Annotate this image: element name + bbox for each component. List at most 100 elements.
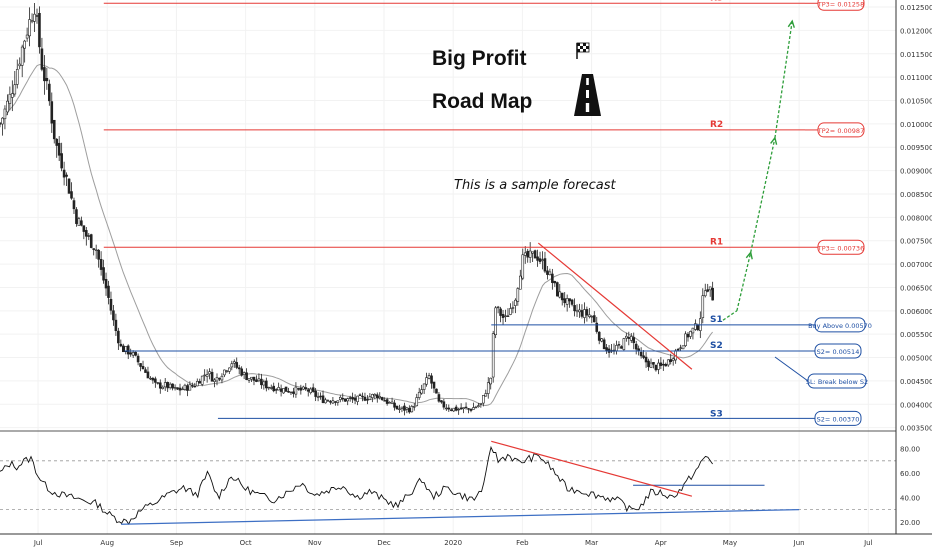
candle-body [496, 306, 500, 309]
candle-body [215, 377, 219, 382]
candle-body [193, 385, 197, 388]
candle-body [417, 391, 421, 398]
y-tick-label: 0.011500 [900, 51, 932, 59]
candle-body [67, 178, 71, 194]
candle-body [585, 309, 589, 316]
candle-body [358, 394, 362, 396]
candle-body [642, 355, 645, 358]
candle-body [235, 362, 239, 368]
candle-body [639, 351, 643, 357]
candle-body [260, 378, 263, 386]
candle-body [156, 382, 160, 384]
sample-forecast-label: This is a sample forecast [454, 178, 616, 193]
candle-body [6, 100, 9, 113]
candle-body [331, 400, 335, 404]
candle-body [304, 387, 308, 390]
x-tick-label: Jul [33, 539, 43, 547]
candle-body [464, 406, 468, 409]
candle-body [272, 385, 276, 392]
candle-body [309, 388, 313, 393]
candle-body [509, 308, 512, 315]
y-tick-label: 0.010000 [900, 121, 932, 129]
candle-body [173, 387, 177, 389]
candle-body [523, 252, 527, 256]
candle-body [114, 319, 118, 331]
candle-body [302, 386, 305, 390]
candle-body [154, 378, 157, 383]
candle-body [578, 309, 581, 313]
candle-body [338, 397, 342, 400]
forecast-arrow [774, 19, 795, 138]
candle-body [368, 396, 372, 400]
candle-body [375, 394, 379, 398]
tag-s2: S2= 0.00514 [814, 343, 862, 359]
candle-body [230, 363, 234, 368]
candle-body [13, 84, 17, 95]
candle-body [504, 315, 507, 317]
candle-body [60, 153, 63, 169]
candle-body [341, 397, 345, 400]
candle-body [383, 400, 386, 402]
candle-body [62, 169, 66, 178]
candle-body [457, 408, 460, 411]
candle-body [336, 400, 340, 403]
candle-body [274, 389, 278, 391]
y-tick-label: 0.004500 [900, 378, 932, 386]
candle-body [425, 377, 428, 385]
candle-body [684, 333, 687, 346]
candle-body [191, 385, 194, 387]
candle-body [449, 409, 453, 411]
candle-body [519, 275, 522, 290]
candle-body [484, 393, 488, 397]
candle-body [393, 402, 396, 408]
candle-body [474, 406, 478, 409]
sl-connector [774, 356, 809, 382]
candle-body [319, 395, 322, 398]
candle-body [467, 408, 470, 410]
tag-s3-text: S2= 0.00370 [817, 415, 860, 423]
candle-body [432, 381, 436, 389]
candle-body [447, 407, 451, 410]
candle-body [445, 407, 448, 410]
candle-body [102, 267, 105, 281]
candle-body [176, 387, 179, 390]
candle-body [356, 395, 359, 402]
candle-body [18, 63, 22, 67]
candle-body [573, 305, 576, 312]
candle-body [210, 371, 214, 382]
candle-body [242, 372, 246, 375]
x-tick-label: Oct [240, 539, 252, 547]
candle-body [558, 291, 562, 298]
y-tick-label: 0.012000 [900, 27, 932, 35]
y-tick-label: 0.006000 [900, 308, 932, 316]
candle-body [38, 12, 41, 48]
candle-body [306, 389, 310, 392]
candle-body [245, 372, 248, 380]
candle-body [144, 369, 147, 373]
x-tick-label: Dec [377, 539, 391, 547]
candle-body [514, 299, 517, 306]
candle-body [269, 387, 273, 389]
candle-body [220, 375, 224, 381]
candle-body [129, 352, 132, 355]
candle-body [649, 362, 653, 368]
tag-r3-box [817, 0, 865, 11]
candle-body [541, 259, 544, 261]
resistance-label-r2: R2 [710, 120, 723, 130]
candle-body [188, 384, 192, 391]
candle-body [543, 258, 547, 272]
candle-body [292, 391, 295, 394]
candle-body [420, 389, 423, 394]
candle-body [708, 286, 712, 291]
candle-body [570, 299, 574, 305]
tag-r3-text: TP3= 0.01258 [817, 0, 864, 8]
candle-body [427, 375, 431, 379]
x-tick-label: Sep [170, 539, 184, 547]
x-tick-label: Nov [308, 539, 322, 547]
candle-body [240, 368, 243, 376]
y-tick-label: 0.011000 [900, 74, 932, 82]
candle-body [669, 359, 673, 362]
tag-r2-text: TP2= 0.00987 [817, 127, 864, 135]
